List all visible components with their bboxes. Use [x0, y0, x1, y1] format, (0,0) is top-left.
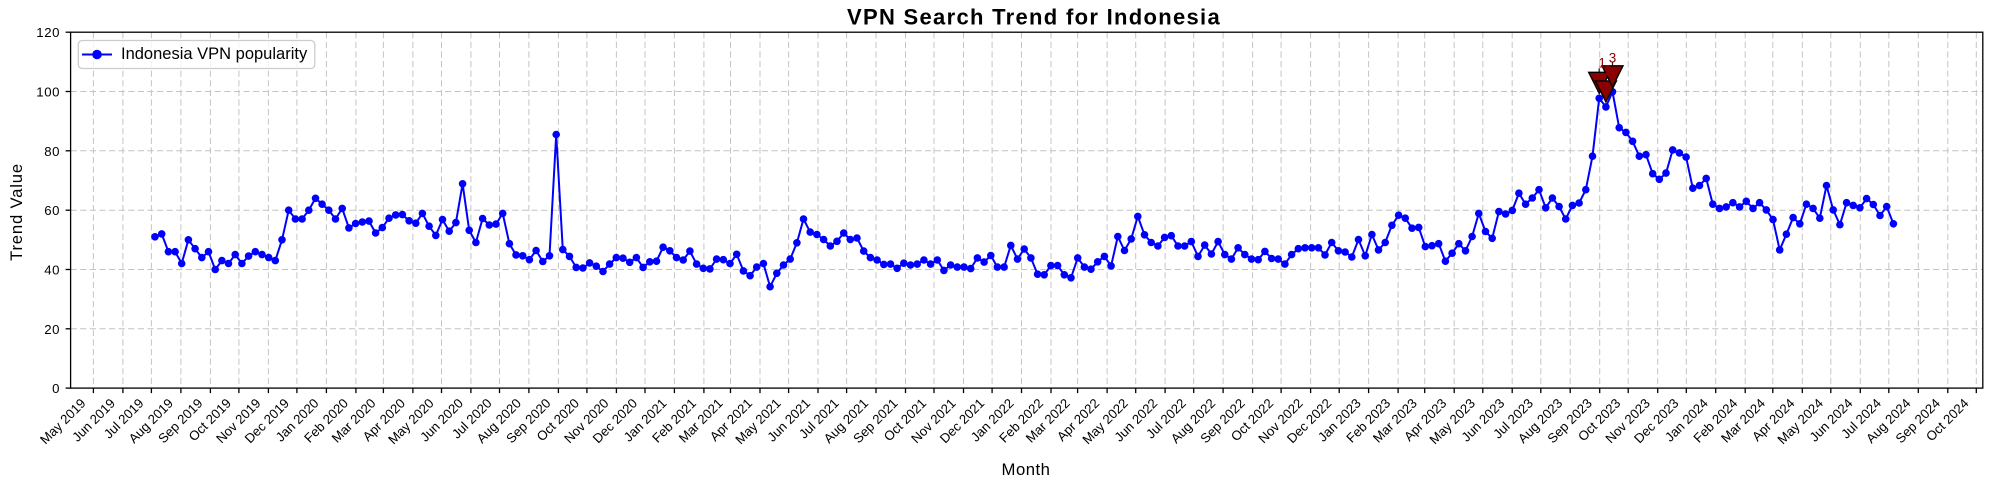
svg-text:Trend Value: Trend Value	[7, 163, 26, 261]
svg-text:40: 40	[44, 263, 60, 278]
svg-text:120: 120	[36, 25, 60, 40]
svg-text:80: 80	[44, 144, 60, 159]
svg-text:2: 2	[1604, 63, 1612, 78]
svg-text:1: 1	[1598, 56, 1606, 71]
svg-text:100: 100	[36, 85, 60, 100]
svg-text:0: 0	[52, 381, 60, 396]
svg-text:60: 60	[44, 203, 60, 218]
svg-text:Month: Month	[1002, 460, 1051, 479]
svg-text:Indonesia VPN popularity: Indonesia VPN popularity	[121, 45, 308, 63]
svg-text:VPN Search Trend for Indonesia: VPN Search Trend for Indonesia	[847, 5, 1221, 30]
svg-text:3: 3	[1609, 51, 1617, 66]
svg-text:20: 20	[44, 322, 60, 337]
